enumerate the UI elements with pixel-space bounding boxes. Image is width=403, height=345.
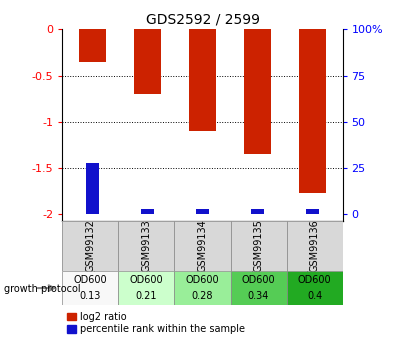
Title: GDS2592 / 2599: GDS2592 / 2599 [145, 13, 260, 27]
Text: OD600: OD600 [298, 276, 331, 285]
Text: growth protocol: growth protocol [4, 284, 81, 294]
Bar [134, 29, 161, 94]
Text: GSM99133: GSM99133 [141, 219, 152, 272]
Bar [306, 209, 318, 214]
Text: OD600: OD600 [130, 276, 163, 285]
Text: GSM99135: GSM99135 [253, 219, 264, 272]
Bar [231, 221, 287, 271]
Bar [287, 221, 343, 271]
Bar [244, 29, 271, 154]
Text: OD600: OD600 [186, 276, 219, 285]
Bar [196, 209, 209, 214]
Text: GSM99136: GSM99136 [310, 219, 320, 272]
Bar [174, 221, 231, 271]
Bar [62, 221, 118, 271]
Bar [251, 209, 264, 214]
Legend: log2 ratio, percentile rank within the sample: log2 ratio, percentile rank within the s… [67, 312, 245, 334]
Text: GSM99134: GSM99134 [197, 219, 208, 272]
Bar [299, 29, 326, 193]
Bar [118, 221, 174, 271]
Text: 0.4: 0.4 [307, 291, 322, 300]
Text: OD600: OD600 [242, 276, 275, 285]
Bar [118, 271, 174, 305]
Bar [287, 271, 343, 305]
Bar [79, 29, 106, 62]
Bar [141, 209, 154, 214]
Text: 0.34: 0.34 [248, 291, 269, 300]
Bar [189, 29, 216, 131]
Bar [62, 271, 118, 305]
Bar [231, 271, 287, 305]
Bar [87, 162, 99, 214]
Text: GSM99132: GSM99132 [85, 219, 96, 272]
Text: 0.13: 0.13 [80, 291, 101, 300]
Text: OD600: OD600 [74, 276, 107, 285]
Bar [174, 271, 231, 305]
Text: 0.21: 0.21 [136, 291, 157, 300]
Text: 0.28: 0.28 [192, 291, 213, 300]
